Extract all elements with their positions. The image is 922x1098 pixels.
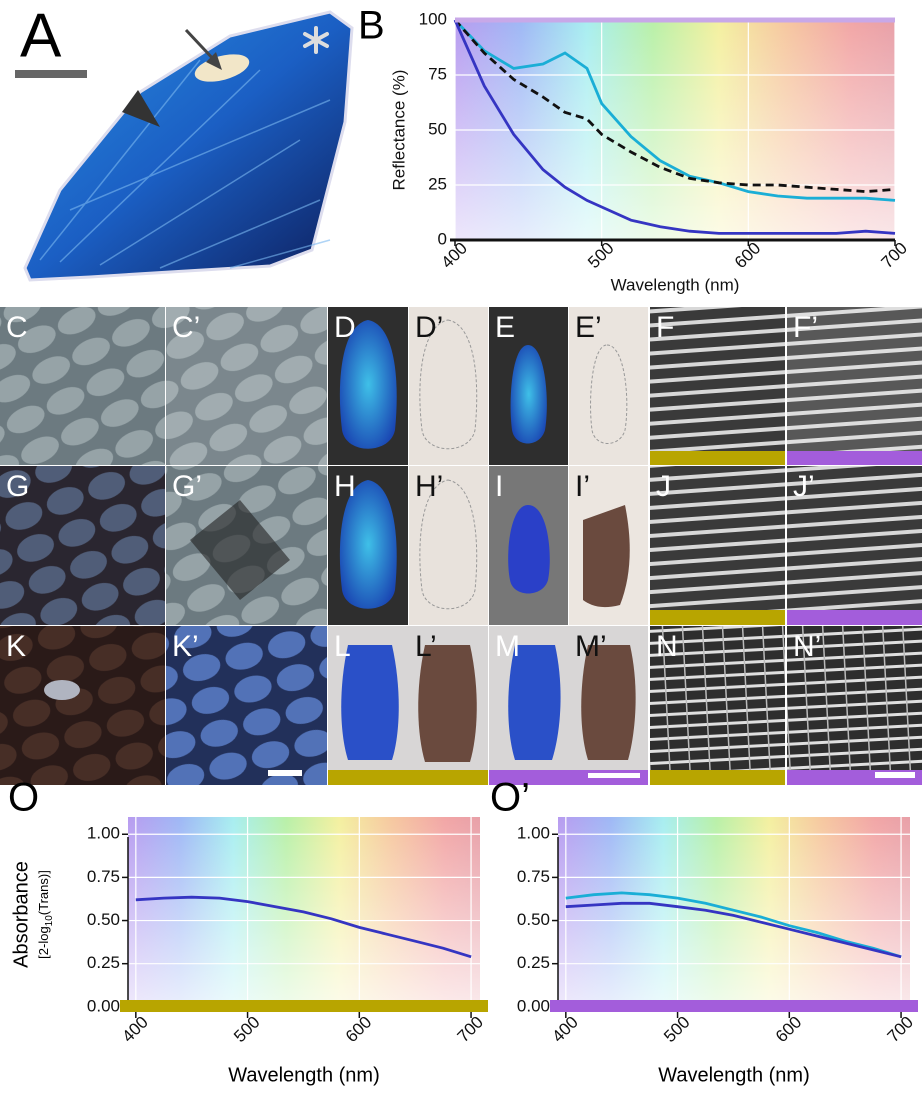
panel-label: I [495, 470, 503, 503]
x-tick-label: 500 [660, 1013, 693, 1046]
panel-label: O [8, 776, 39, 820]
panel-label: A [20, 1, 62, 70]
panel-label: H’ [415, 470, 443, 503]
panel-label: H [334, 470, 356, 503]
y-axis-label: Absorbance [10, 861, 32, 968]
panel-label: J’ [793, 470, 815, 503]
x-tick-label: 400 [118, 1013, 151, 1046]
x-tick-label: 600 [731, 239, 764, 272]
y-axis-sublabel: [2-log10(Trans)] [36, 870, 54, 959]
y-tick-label: 0.25 [517, 953, 550, 972]
y-sublabel-part: 10 [44, 915, 55, 927]
panel-label: J [656, 470, 671, 503]
x-tick-label: 600 [342, 1013, 375, 1046]
x-axis-label: Wavelength (nm) [611, 275, 740, 294]
y-tick-label: 0.50 [87, 910, 120, 929]
panel-label: E’ [575, 311, 602, 344]
spectrum-fade [128, 817, 480, 1000]
y-tick-label: 1.00 [517, 824, 550, 843]
panel-label: E [495, 311, 515, 344]
panel-label: K’ [172, 630, 199, 663]
page: { "panel_A": {"label": "A"}, "panels": {… [0, 0, 922, 1098]
y-sublabel-part: [2-log [36, 926, 51, 959]
panel-label: M’ [575, 630, 607, 663]
panel-label: I’ [575, 470, 590, 503]
panel-label: O’ [490, 776, 530, 820]
x-axis-label: Wavelength (nm) [228, 1064, 380, 1086]
y-tick-label: 0.75 [517, 867, 550, 886]
y-tick-label: 0.00 [517, 996, 550, 1015]
panel-label: K [6, 630, 26, 663]
y-tick-label: 75 [428, 64, 447, 83]
y-tick-label: 0.25 [87, 953, 120, 972]
figure: A [0, 0, 922, 1098]
panel-label: M [495, 630, 520, 663]
y-tick-label: 100 [419, 9, 447, 28]
panel-label: C’ [172, 311, 200, 344]
y-tick-label: 0 [438, 229, 447, 248]
y-tick-label: 25 [428, 174, 447, 193]
panel-label: G’ [172, 470, 202, 503]
photo-grid [0, 307, 922, 785]
panel-label: F’ [793, 311, 818, 344]
x-tick-label: 700 [884, 1013, 917, 1046]
y-tick-label: 0.50 [517, 910, 550, 929]
x-tick-label: 600 [772, 1013, 805, 1046]
x-tick-label: 500 [584, 239, 617, 272]
panel-label: L’ [415, 630, 437, 663]
panel-label: F [656, 311, 674, 344]
panel-label: N’ [793, 630, 821, 663]
x-tick-label: 700 [454, 1013, 487, 1046]
color-bar [120, 1000, 488, 1012]
x-tick-label: 500 [230, 1013, 263, 1046]
color-bar [550, 1000, 918, 1012]
panel-label: N [656, 630, 678, 663]
x-axis-label: Wavelength (nm) [658, 1064, 810, 1086]
panel-label: B [358, 4, 385, 48]
x-tick-label: 400 [548, 1013, 581, 1046]
panel-label: D’ [415, 311, 443, 344]
y-axis-label: Reflectance (%) [389, 70, 408, 191]
y-tick-label: 0.75 [87, 867, 120, 886]
panel-label: C [6, 311, 28, 344]
x-tick-label: 700 [878, 239, 911, 272]
y-sublabel-part: (Trans)] [36, 870, 51, 915]
y-tick-label: 1.00 [87, 824, 120, 843]
panel-label: G [6, 470, 29, 503]
panel-label: L [334, 630, 351, 663]
panel-label: D [334, 311, 356, 344]
y-tick-label: 0.00 [87, 996, 120, 1015]
wing-photo [15, 12, 352, 280]
spectrum-fade [558, 817, 910, 1000]
y-tick-label: 50 [428, 119, 447, 138]
